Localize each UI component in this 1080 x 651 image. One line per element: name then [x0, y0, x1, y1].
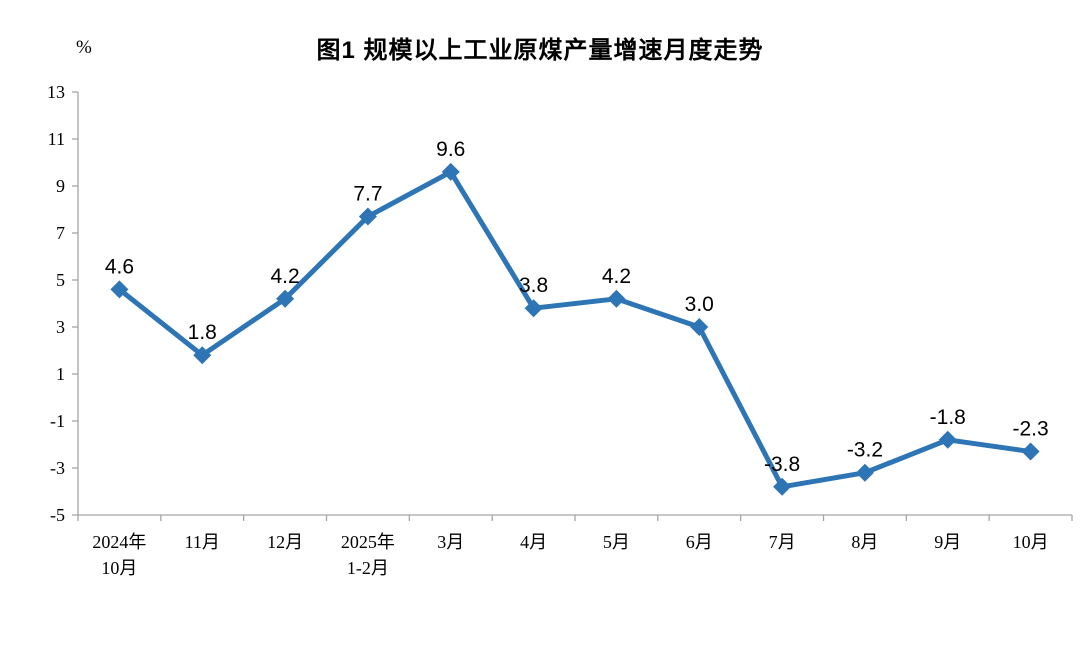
x-axis-category-label: 3月	[437, 532, 464, 552]
data-point-label: 9.6	[436, 138, 465, 161]
data-point-label: 3.8	[519, 274, 548, 297]
data-point-marker	[607, 289, 626, 308]
y-axis-tick-label: 9	[56, 176, 65, 196]
x-axis-category-label: 2024年 10月	[92, 532, 146, 578]
y-axis-tick-label: 1	[56, 364, 65, 384]
x-axis-category-label: 9月	[934, 532, 961, 552]
x-axis-category-label: 2025年 1-2月	[341, 532, 395, 578]
data-point-label: 4.2	[270, 265, 299, 288]
x-axis-category-label: 10月	[1013, 532, 1049, 552]
y-axis-tick-label: -5	[50, 505, 65, 525]
y-axis-tick-label: -3	[50, 458, 65, 478]
data-point-marker	[773, 477, 792, 496]
chart-title: 图1 规模以上工业原煤产量增速月度走势	[316, 37, 764, 64]
data-point-marker	[524, 299, 543, 318]
y-axis-tick-label: 7	[56, 223, 65, 243]
data-point-marker	[1021, 442, 1040, 461]
x-axis-category-label: 7月	[769, 532, 796, 552]
data-point-label: -2.3	[1012, 418, 1048, 441]
data-point-marker	[110, 280, 129, 299]
data-point-label: -3.8	[764, 453, 800, 476]
data-line-series	[116, 169, 1034, 490]
data-point-label: 4.2	[602, 265, 631, 288]
x-axis-category-label: 12月	[267, 532, 303, 552]
data-point-marker	[193, 346, 212, 365]
y-axis-tick-label: 5	[56, 270, 65, 290]
data-point-marker	[358, 207, 377, 226]
y-axis-unit-label: %	[76, 37, 92, 58]
y-axis-tick-label: 11	[48, 129, 65, 149]
y-axis-tick-label: 13	[47, 82, 65, 102]
data-point-label: -3.2	[847, 439, 883, 462]
x-axis-category-label: 4月	[520, 532, 547, 552]
data-point-marker	[938, 430, 957, 449]
x-axis-category-label: 5月	[603, 532, 630, 552]
x-axis-category-label: 8月	[851, 532, 878, 552]
data-point-marker	[855, 463, 874, 482]
x-axis-category-label: 11月	[185, 532, 220, 552]
data-point-label: 4.6	[105, 255, 134, 278]
data-point-label: -1.8	[930, 406, 966, 429]
y-axis-tick-label: -1	[50, 411, 65, 431]
data-point-label: 3.0	[685, 293, 714, 316]
y-axis-tick-label: 3	[56, 317, 65, 337]
data-point-label: 1.8	[188, 321, 217, 344]
data-point-marker	[441, 162, 460, 181]
data-point-label: 7.7	[353, 183, 382, 206]
data-point-marker	[276, 289, 295, 308]
x-axis-category-label: 6月	[686, 532, 713, 552]
data-point-marker	[690, 318, 709, 336]
